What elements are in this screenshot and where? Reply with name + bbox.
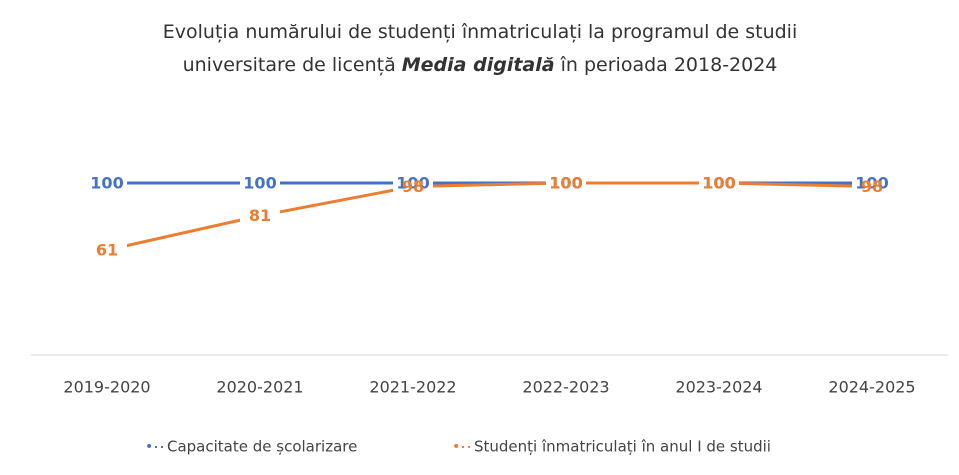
x-tick-label: 2019-2020 (63, 378, 150, 397)
label-bg (699, 173, 739, 193)
x-tick-label: 2021-2022 (369, 378, 456, 397)
data-label: 100 (396, 174, 429, 193)
data-label: 100 (549, 174, 582, 193)
legend-label: Studenți înmatriculați în anul I de stud… (474, 438, 771, 456)
data-label: 81 (249, 206, 271, 225)
data-label: 100 (855, 174, 888, 193)
label-bg (87, 173, 127, 193)
x-tick-label: 2023-2024 (675, 378, 762, 397)
series-line (106, 181, 873, 252)
data-label: 100 (243, 174, 276, 193)
label-bg (852, 176, 892, 197)
data-label: 100 (90, 174, 123, 193)
data-label: 61 (96, 241, 118, 260)
data-label: 100 (549, 174, 582, 193)
label-bg (393, 176, 433, 197)
title-emphasis: Media digitală (401, 54, 555, 76)
title-part: Evoluția numărului de studenți înmatricu… (162, 21, 798, 76)
label-bg (240, 205, 280, 226)
legend-marker: • (145, 439, 153, 455)
data-label: 98 (402, 177, 424, 196)
data-label: 100 (702, 174, 735, 193)
legend-marker: • (452, 439, 460, 455)
label-bg (87, 240, 127, 261)
x-tick-label: 2022-2023 (522, 378, 609, 397)
legend-label: Capacitate de școlarizare (167, 438, 357, 456)
chart-title: Evoluția numărului de studenți înmatricu… (110, 16, 850, 82)
x-tick-label: 2020-2021 (216, 378, 303, 397)
data-label: 98 (861, 177, 883, 196)
label-bg (546, 173, 586, 193)
data-label: 100 (702, 174, 735, 193)
title-part: în perioada 2018-2024 (560, 54, 778, 76)
x-tick-label: 2024-2025 (828, 378, 915, 397)
label-bg (240, 173, 280, 193)
